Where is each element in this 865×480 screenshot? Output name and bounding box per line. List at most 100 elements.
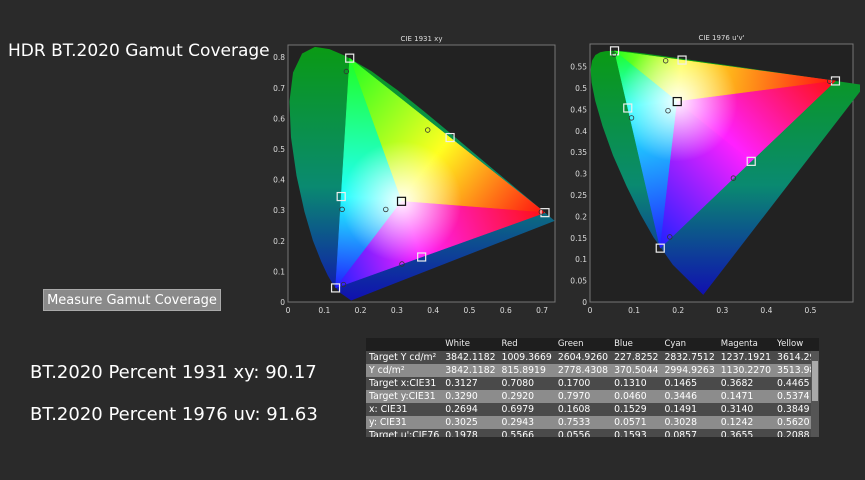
y-tick-label: 0.4	[575, 127, 587, 136]
table-cell: 3614.2929	[777, 352, 819, 363]
target-point-white	[672, 96, 682, 107]
y-tick-label: 0.8	[273, 53, 285, 62]
table-row: Target x:CIE31 0.3127 0.7080 0.1700 0.1310 0.…	[366, 377, 819, 390]
y-tick-label: 0.05	[570, 277, 587, 286]
table-cell: 370.5044	[614, 365, 659, 376]
table-header: WhiteRedGreenBlueCyanMagentaYellow100W	[366, 338, 819, 351]
table-cell: 0.3682	[720, 378, 754, 389]
table-cell: Target Y cd/m²	[369, 352, 437, 363]
table-cell: 0.1608	[557, 404, 591, 415]
result-1976-uv: BT.2020 Percent 1976 uv: 91.63	[30, 404, 318, 425]
table-cell: 0.2920	[501, 391, 535, 402]
measured-point-blue	[667, 234, 673, 240]
table-cell: 0.6979	[501, 404, 535, 415]
table-cell: 0.1978	[445, 430, 478, 437]
table-cell: Target u':CIE76	[369, 430, 440, 437]
table-cell: 815.8919	[501, 365, 546, 376]
measured-point-cyan	[339, 206, 345, 213]
y-tick-label: 0	[582, 298, 587, 307]
table-cell: 0.7533	[557, 417, 591, 428]
y-tick-label: 0.1	[575, 255, 587, 264]
y-tick-label: 0.3	[273, 206, 285, 215]
table-cell: 0.1465	[664, 378, 697, 389]
table-row: Target y:CIE31 0.3290 0.2920 0.7970 0.0460 0.…	[366, 390, 819, 403]
column-header: White	[445, 339, 470, 349]
page-title: HDR BT.2020 Gamut Coverage	[8, 41, 270, 61]
table-cell: 0.0857	[664, 430, 697, 437]
table-cell: 0.4465	[777, 378, 810, 389]
measured-point-cyan	[628, 115, 635, 121]
column-header: Red	[501, 339, 518, 349]
table-cell: 0.1242	[720, 417, 754, 428]
table-cell: 1237.1921	[720, 352, 772, 363]
table-cell: 0.3025	[445, 417, 478, 428]
measured-point-magenta	[399, 261, 405, 267]
y-tick-label: 0.35	[570, 148, 587, 157]
table-scrollbar[interactable]	[811, 351, 819, 437]
measured-point-green	[343, 68, 350, 75]
y-tick-label: 0.4	[273, 176, 285, 185]
table-cell: 0.3140	[720, 404, 754, 415]
y-tick-label: 0.55	[570, 63, 587, 72]
table-cell: 2778.4308	[557, 365, 609, 376]
x-tick-label: 0.3	[391, 306, 403, 315]
table-cell: 3842.1182	[445, 365, 496, 376]
table-cell: 0.1529	[614, 404, 647, 415]
table-row: y: CIE31 0.3025 0.2943 0.7533 0.0571 0.3028 0.…	[366, 416, 819, 429]
y-tick-label: 0.15	[570, 234, 587, 243]
column-header	[366, 338, 442, 351]
cie-1931-chart: CIE 1931 xy 0 0.1 0.2 0.3 0.4 0.5 0.6 0.7 0 0.1 0.2…	[273, 35, 556, 315]
white-point-glow	[335, 58, 546, 288]
x-tick-label: 0.5	[464, 306, 476, 315]
measured-point-yellow	[662, 58, 669, 64]
y-tick-label: 0.5	[575, 84, 587, 93]
table-row: Y cd/m² 3842.1182 815.8919 2778.4308 370.504…	[366, 364, 819, 377]
column-header: Green	[557, 339, 584, 349]
table-cell: 0.5620	[777, 417, 810, 428]
column-header: Cyan	[664, 339, 687, 349]
y-tick-label: 0.3	[575, 170, 587, 179]
x-tick-label: 0.2	[672, 306, 684, 315]
table-cell: 0.1471	[720, 391, 754, 402]
target-point-cyan	[336, 191, 346, 202]
x-tick-label: 0	[286, 306, 291, 315]
measure-gamut-coverage-button[interactable]: Measure Gamut Coverage	[43, 289, 221, 311]
table-cell: 1009.3669	[501, 352, 552, 363]
table-cell: 0.1593	[614, 430, 647, 437]
scrollbar-thumb[interactable]	[812, 361, 818, 401]
table-cell: 3513.9838	[777, 365, 819, 376]
measured-point-blue	[340, 281, 347, 288]
table-row: Target Y cd/m² 3842.1182 1009.3669 2604.926…	[366, 351, 819, 364]
table-cell: 0.2088	[777, 430, 810, 437]
table-cell: 0.1491	[664, 404, 697, 415]
table-cell: 0.7970	[557, 391, 591, 402]
table-cell: 0.5374	[777, 391, 810, 402]
table-cell: x: CIE31	[369, 404, 408, 415]
table-cell: 0.2694	[445, 404, 478, 415]
white-point-glow	[614, 50, 836, 249]
x-tick-label: 0.7	[536, 306, 548, 315]
x-tick-label: 0.4	[427, 306, 439, 315]
target-point-blue	[330, 283, 341, 293]
column-header: Magenta	[720, 339, 758, 349]
column-header: Yellow	[777, 339, 804, 349]
table-cell: 0.5566	[501, 430, 535, 437]
measured-point-red	[538, 209, 545, 215]
target-point-white	[396, 196, 407, 206]
result-1931-xy: BT.2020 Percent 1931 xy: 90.17	[30, 362, 317, 383]
target-point-magenta	[746, 156, 756, 166]
table-cell: 2994.9263	[664, 365, 715, 376]
x-tick-label: 0.4	[760, 306, 772, 315]
target-point-yellow	[677, 55, 687, 65]
y-tick-label: 0.5	[273, 145, 285, 154]
table-cell: Target y:CIE31	[369, 391, 436, 402]
table-cell: 0.0460	[614, 391, 647, 402]
x-tick-label: 0.2	[355, 306, 367, 315]
x-tick-label: 0.1	[318, 306, 330, 315]
table-cell: 1130.2270	[720, 365, 772, 376]
target-point-cyan	[623, 103, 633, 113]
y-tick-label: 0.25	[570, 191, 587, 200]
chart-title: CIE 1931 xy	[401, 35, 443, 43]
x-tick-label: 0	[588, 306, 593, 315]
table-cell: 3842.1182	[445, 352, 496, 363]
